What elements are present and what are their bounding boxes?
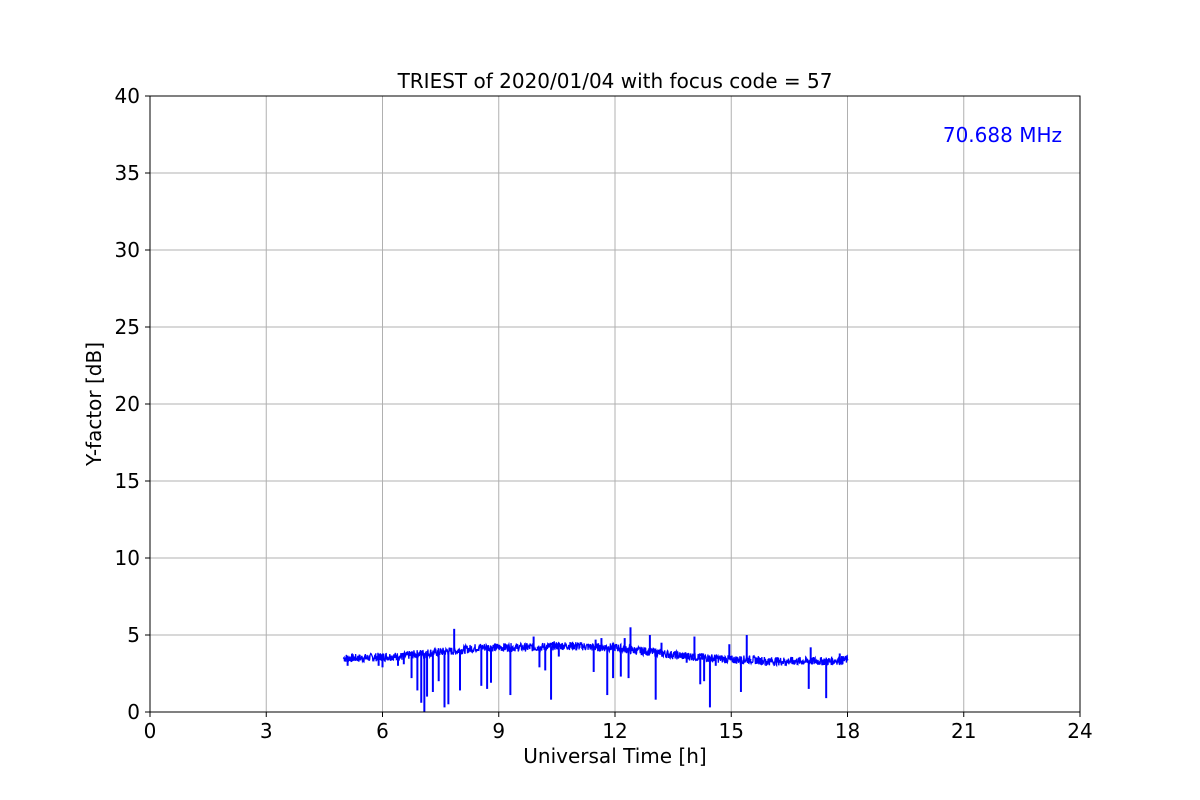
data-point: [652, 651, 655, 653]
data-point: [788, 660, 791, 662]
data-point: [362, 657, 364, 659]
x-axis-label: Universal Time [h]: [523, 744, 706, 768]
chart-title: TRIEST of 2020/01/04 with focus code = 5…: [397, 69, 833, 93]
data-point: [614, 646, 616, 649]
data-point: [439, 651, 442, 653]
y-tick-label: 25: [115, 315, 140, 339]
x-tick-label: 3: [260, 719, 273, 743]
data-point: [827, 660, 829, 662]
x-tick-label: 24: [1067, 719, 1092, 743]
data-point: [408, 654, 411, 656]
x-tick-label: 0: [144, 719, 157, 743]
x-tick-label: 6: [376, 719, 389, 743]
data-point: [769, 660, 771, 662]
data-point: [846, 658, 849, 661]
data-point: [497, 646, 500, 649]
y-tick-label: 20: [115, 392, 140, 416]
y-tick-label: 30: [115, 238, 140, 262]
data-point: [478, 646, 481, 649]
x-tick-label: 18: [835, 719, 860, 743]
data-point: [730, 658, 733, 661]
data-point: [691, 655, 694, 658]
x-tick-label: 9: [492, 719, 505, 743]
data-point: [401, 655, 403, 658]
y-tick-label: 0: [127, 700, 140, 724]
data-point: [342, 657, 345, 659]
x-axis: 0 3 6 9 12 15 18 21 24: [144, 712, 1093, 743]
data-point: [517, 646, 519, 649]
y-tick-label: 35: [115, 161, 140, 185]
frequency-annotation: 70.688 MHz: [943, 123, 1062, 147]
x-tick-label: 21: [951, 719, 976, 743]
y-tick-label: 10: [115, 546, 140, 570]
y-axis: 0 5 10 15 20 25 30 35 40: [115, 84, 150, 724]
y-axis-label: Y-factor [dB]: [82, 342, 106, 467]
data-point: [711, 657, 713, 659]
x-tick-label: 15: [719, 719, 744, 743]
plot-area: [342, 627, 849, 712]
data-point: [556, 644, 558, 647]
y-tick-label: 40: [115, 84, 140, 108]
x-tick-label: 12: [602, 719, 627, 743]
data-point: [672, 654, 674, 656]
y-tick-label: 15: [115, 469, 140, 493]
data-point: [536, 646, 539, 649]
y-tick-label: 5: [127, 623, 140, 647]
grid-lines: [149, 95, 1081, 713]
data-point: [633, 649, 636, 652]
data-point: [749, 658, 752, 661]
